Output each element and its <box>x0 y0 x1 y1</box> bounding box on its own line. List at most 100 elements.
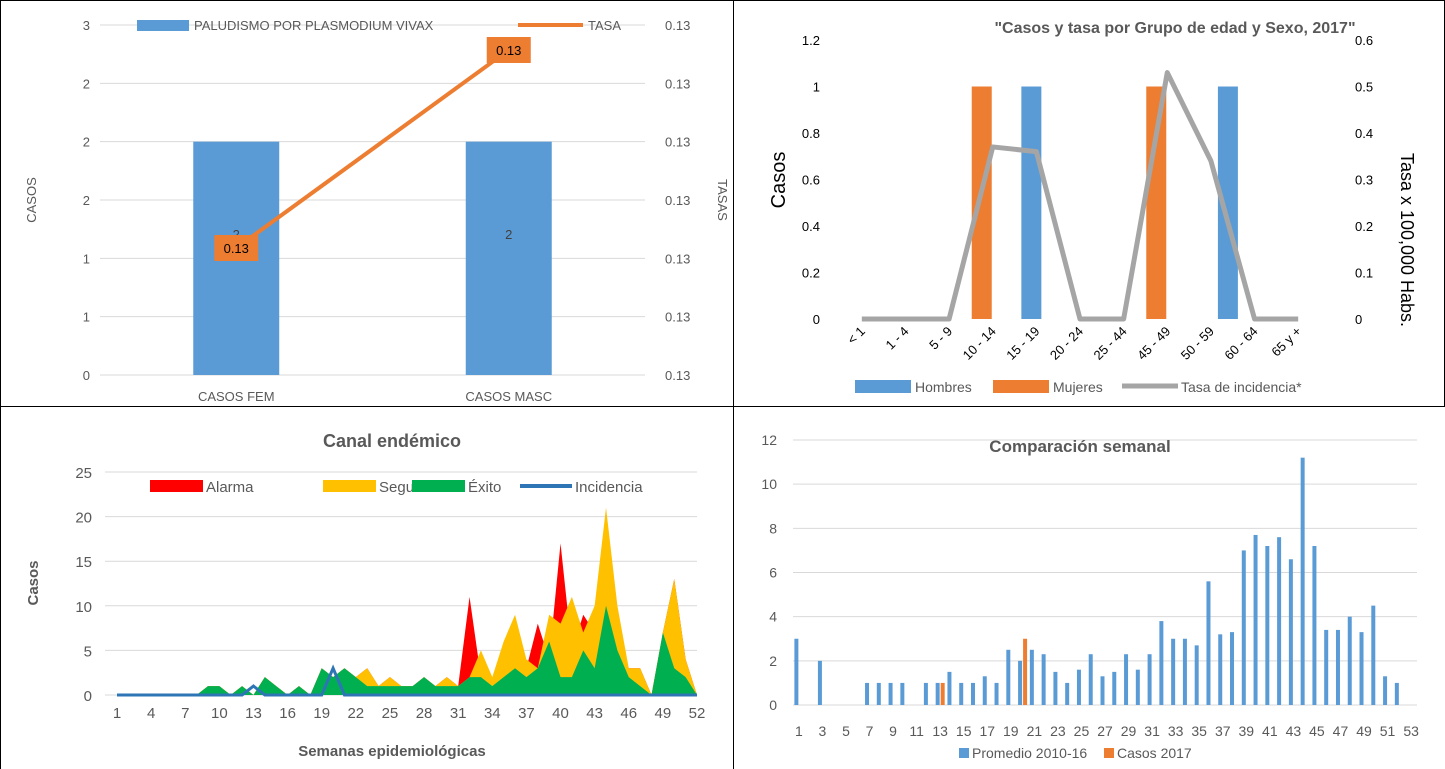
bar-promedio <box>1288 559 1293 705</box>
legend-label: Alarma <box>206 479 254 496</box>
x-tick-label: 29 <box>1121 723 1137 739</box>
tasa-line <box>235 48 510 250</box>
bar-promedio <box>817 660 822 705</box>
bar-promedio <box>1300 457 1305 705</box>
y-tick-label: 2 <box>83 76 90 91</box>
legend-swatch <box>412 480 465 492</box>
legend-label: Hombres <box>915 379 972 395</box>
bar-promedio <box>947 671 952 705</box>
x-tick-label: 21 <box>1027 723 1043 739</box>
y-tick-label: 0.4 <box>802 219 820 234</box>
y2-tick-label: 0 <box>1355 312 1362 327</box>
bar-promedio <box>1312 546 1317 705</box>
chart-title: "Casos y tasa por Grupo de edad y Sexo, … <box>994 20 1355 37</box>
x-axis-title: Semanas epidemiológicas <box>298 743 486 760</box>
bar-promedio <box>1100 676 1105 705</box>
x-tick-label: 52 <box>689 705 706 722</box>
top-border <box>0 0 1445 1</box>
x-tick-label: 5 - 9 <box>926 324 955 353</box>
bar-data-label: 2 <box>505 227 512 242</box>
y-axis-title: Casos <box>768 152 790 209</box>
legend-swatch-mujeres <box>993 380 1049 393</box>
grid-divider-horizontal <box>0 406 1445 407</box>
x-tick-label: 4 <box>147 705 155 722</box>
chart-panel-sexo: 0 1 1 2 2 2 3 0.13 0.13 0.13 0.13 0.13 0.13 0.13 2 2 CAS… <box>0 0 734 407</box>
y-tick-label: 0 <box>83 368 90 383</box>
y-tick-label: 4 <box>769 609 777 625</box>
x-tick-label: 37 <box>1215 723 1231 739</box>
y2-tick-label: 0.13 <box>665 135 690 150</box>
x-tick-label: 25 <box>382 705 399 722</box>
legend-label: Casos 2017 <box>1117 745 1192 761</box>
x-tick-label: 31 <box>1144 723 1160 739</box>
y2-tick-label: 0.13 <box>665 76 690 91</box>
y-tick-label: 5 <box>84 643 92 660</box>
x-tick-label: 10 - 14 <box>960 324 999 363</box>
bar-promedio <box>1371 605 1376 705</box>
x-tick-label: 19 <box>1003 723 1019 739</box>
bar-promedio <box>900 682 905 705</box>
y-tick-label: 0.8 <box>802 126 820 141</box>
bar-promedio <box>923 682 928 705</box>
y2-tick-label: 0.2 <box>1355 219 1373 234</box>
legend-swatch-hombres <box>855 380 911 393</box>
y-tick-label: 2 <box>769 653 777 669</box>
y-tick-label: 6 <box>769 565 777 581</box>
x-tick-label: 35 <box>1191 723 1207 739</box>
bar-promedio <box>1347 616 1352 705</box>
x-tick-label: 46 <box>620 705 637 722</box>
bar-promedio <box>1265 546 1270 705</box>
x-tick-label: 25 - 44 <box>1091 324 1130 363</box>
legend-label: Incidencia <box>575 479 643 496</box>
bar-promedio <box>982 676 987 705</box>
x-tick-label: 15 <box>956 723 972 739</box>
x-tick-label: 9 <box>889 723 897 739</box>
y-tick-label: 2 <box>83 193 90 208</box>
bar-promedio <box>1041 654 1046 705</box>
x-tick-label: CASOS FEM <box>198 389 275 404</box>
y-tick-label: 0 <box>84 688 92 705</box>
y2-tick-label: 0.3 <box>1355 173 1373 188</box>
x-tick-label: 20 - 24 <box>1047 324 1086 363</box>
x-tick-label: 43 <box>1286 723 1302 739</box>
y-tick-label: 12 <box>761 432 777 448</box>
bar-promedio <box>1088 654 1093 705</box>
y2-tick-label: 0.1 <box>1355 266 1373 281</box>
legend-label: TASA <box>588 18 621 33</box>
bar-promedio <box>1394 682 1399 705</box>
chart-panel-canal-endemico: 0 5 10 15 20 25 1 4 7 10 13 16 19 22 25 28 31 34 37 40 43 46 4… <box>0 408 734 769</box>
grid-divider-vertical <box>733 0 734 769</box>
bar-promedio <box>1076 669 1081 705</box>
x-tick-label: 47 <box>1333 723 1349 739</box>
bar-promedio <box>888 682 893 705</box>
y2-tick-label: 0.13 <box>665 368 690 383</box>
x-tick-label: 19 <box>313 705 330 722</box>
x-tick-label: 11 <box>909 723 924 739</box>
y-tick-label: 15 <box>75 554 92 571</box>
y-tick-label: 0 <box>769 697 777 713</box>
y-tick-label: 20 <box>75 510 92 527</box>
tasa-data-label-box <box>486 37 531 63</box>
bar-promedio <box>994 682 999 705</box>
y-tick-label: 25 <box>75 465 92 482</box>
legend-swatch-bar <box>137 20 189 31</box>
y-tick-label: 1 <box>813 80 820 95</box>
chart-grupo-edad-sexo: 0 0.2 0.4 0.6 0.8 1 1.2 0 0.1 0.2 0.3 0.4 0.5 0.6 < 1 1… <box>768 20 1417 395</box>
x-tick-label: < 1 <box>844 324 868 348</box>
x-tick-label: 43 <box>586 705 603 722</box>
chart-panel-grupo-edad: 0 0.2 0.4 0.6 0.8 1 1.2 0 0.1 0.2 0.3 0.4 0.5 0.6 < 1 1… <box>735 0 1445 407</box>
bar-promedio <box>970 682 975 705</box>
y2-tick-label: 0.13 <box>665 18 690 33</box>
legend-label: Éxito <box>468 479 501 496</box>
y2-tick-label: 0.6 <box>1355 33 1373 48</box>
legend-swatch <box>323 480 376 492</box>
tasa-incidencia-line <box>861 70 1299 322</box>
y2-tick-label: 0.13 <box>665 310 690 325</box>
bar-promedio <box>1112 671 1117 705</box>
bar-promedio <box>1065 682 1070 705</box>
bar-promedio <box>1029 649 1034 705</box>
chart-canal-endemico: 0 5 10 15 20 25 1 4 7 10 13 16 19 22 25 28 31 34 37 40 43 46 4… <box>25 431 706 760</box>
y-tick-label: 1.2 <box>802 33 820 48</box>
x-tick-label: 15 - 19 <box>1003 324 1042 363</box>
